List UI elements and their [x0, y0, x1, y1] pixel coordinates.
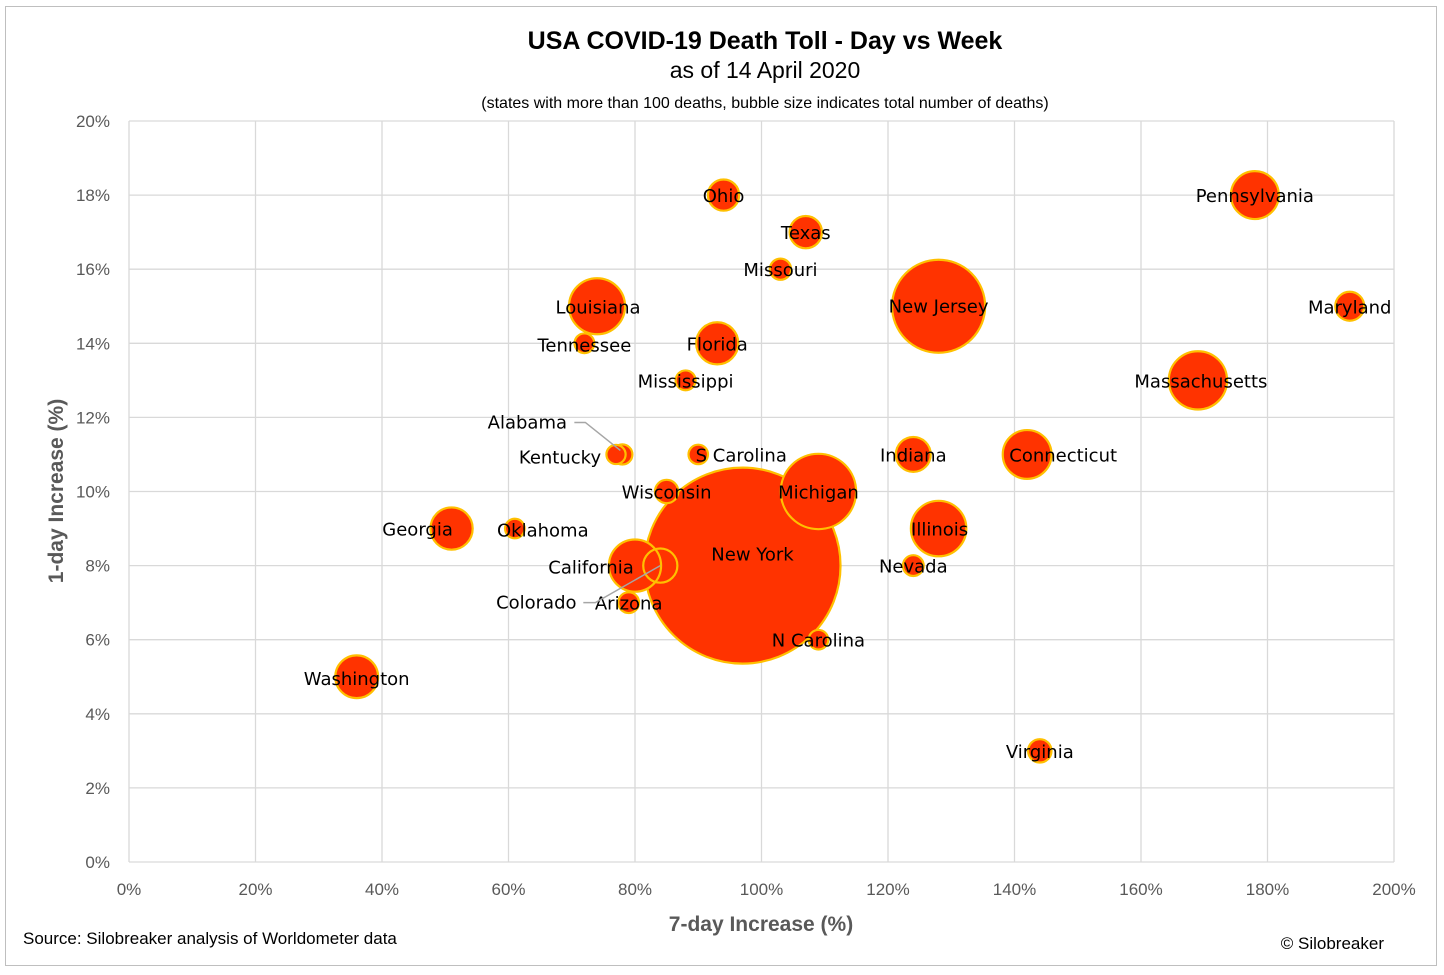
bubbles	[334, 170, 1366, 764]
label-colorado: Colorado	[496, 593, 576, 614]
x-tick-label: 160%	[1119, 880, 1162, 899]
bubble-pennsylvania	[1229, 170, 1280, 221]
bubble-labels: New York New Jersey Michigan Louisiana Illin…	[304, 186, 1392, 763]
y-tick-label: 16%	[76, 260, 110, 279]
bubble-massachusetts	[1167, 350, 1229, 411]
x-tick-label: 0%	[117, 880, 142, 899]
bubble-louisiana	[567, 277, 627, 336]
label-arizona: Arizona	[595, 594, 663, 615]
label-n-carolina: N Carolina	[772, 631, 865, 652]
bubble-colorado	[642, 547, 679, 584]
gridlines	[128, 120, 1395, 863]
bubble-virginia	[1027, 738, 1053, 764]
y-tick-label: 8%	[85, 557, 110, 576]
label-virginia: Virginia	[1006, 742, 1074, 763]
bubble-new-jersey	[890, 258, 987, 354]
bubble-ohio	[706, 178, 741, 212]
x-tick-label: 180%	[1246, 880, 1289, 899]
y-tick-label: 6%	[85, 631, 110, 650]
label-pennsylvania: Pennsylvania	[1196, 186, 1314, 207]
y-tick-label: 0%	[85, 853, 110, 872]
label-kentucky: Kentucky	[519, 447, 602, 468]
label-nevada: Nevada	[879, 557, 948, 578]
bubble-oklahoma	[503, 517, 526, 540]
label-tennessee: Tennessee	[536, 335, 631, 356]
x-tick-label: 60%	[491, 880, 525, 899]
tick-labels: 0% 20% 40% 60% 80% 100% 120% 140% 160% 180% 200% 0%…	[76, 112, 1416, 899]
y-tick-label: 14%	[76, 334, 110, 353]
chart-note: (states with more than 100 deaths, bubbl…	[481, 95, 1048, 112]
label-connecticut: Connecticut	[1009, 445, 1117, 466]
bubble-florida	[695, 321, 740, 366]
bubble-s-carolina	[687, 443, 710, 466]
bubble-tennessee	[573, 332, 596, 355]
y-tick-label: 18%	[76, 186, 110, 205]
label-california: California	[548, 558, 633, 579]
label-michigan: Michigan	[778, 483, 859, 504]
bubble-illinois	[909, 499, 968, 558]
label-massachusetts: Massachusetts	[1134, 371, 1267, 392]
bubble-maryland	[1334, 290, 1366, 322]
x-tick-label: 140%	[993, 880, 1036, 899]
label-alabama: Alabama	[488, 412, 567, 433]
label-new-jersey: New Jersey	[889, 296, 989, 317]
label-georgia: Georgia	[382, 520, 453, 541]
bubble-missouri	[768, 257, 793, 281]
bubble-n-carolina	[807, 628, 830, 651]
y-axis-title: 1-day Increase (%)	[45, 399, 68, 583]
copyright-note: © Silobreaker	[1281, 934, 1385, 953]
bubble-nevada	[901, 554, 925, 578]
label-texas: Texas	[780, 223, 831, 244]
label-indiana: Indiana	[880, 445, 947, 466]
bubble-connecticut	[1001, 428, 1053, 480]
bubble-arizona	[617, 591, 641, 615]
label-maryland: Maryland	[1308, 297, 1391, 318]
x-tick-label: 40%	[365, 880, 399, 899]
y-tick-label: 10%	[76, 483, 110, 502]
label-missouri: Missouri	[743, 260, 817, 281]
label-s-carolina: S Carolina	[696, 445, 787, 466]
x-tick-label: 200%	[1372, 880, 1415, 899]
x-axis-title: 7-day Increase (%)	[669, 913, 853, 936]
x-tick-label: 80%	[618, 880, 652, 899]
label-wisconsin: Wisconsin	[622, 483, 712, 504]
bubble-georgia	[429, 506, 474, 551]
label-mississippi: Mississippi	[638, 371, 734, 392]
label-ohio: Ohio	[703, 186, 745, 207]
x-tick-label: 120%	[866, 880, 909, 899]
bubble-indiana	[894, 435, 932, 473]
label-illinois: Illinois	[911, 520, 968, 541]
label-florida: Florida	[687, 334, 748, 355]
chart-frame	[5, 6, 1437, 966]
x-tick-label: 20%	[238, 880, 272, 899]
x-tick-label: 100%	[740, 880, 783, 899]
leader-line-colorado	[583, 564, 661, 604]
bubble-mississippi	[674, 369, 697, 392]
y-tick-label: 2%	[85, 779, 110, 798]
source-note: Source: Silobreaker analysis of Worldome…	[23, 929, 397, 948]
label-oklahoma: Oklahoma	[497, 521, 589, 542]
chart-subtitle: as of 14 April 2020	[670, 57, 861, 83]
label-louisiana: Louisiana	[556, 297, 641, 318]
bubble-wisconsin	[653, 478, 680, 505]
bubble-michigan	[779, 452, 858, 531]
bubble-washington	[334, 654, 380, 700]
label-washington: Washington	[304, 669, 410, 690]
y-tick-label: 4%	[85, 705, 110, 724]
chart-title: USA COVID-19 Death Toll - Day vs Week	[528, 27, 1003, 55]
leader-line-alabama	[574, 421, 621, 452]
bubble-kentucky	[605, 443, 627, 466]
bubble-texas	[788, 214, 824, 250]
y-tick-label: 12%	[76, 408, 110, 427]
label-new-york: New York	[711, 545, 794, 566]
y-tick-label: 20%	[76, 112, 110, 131]
